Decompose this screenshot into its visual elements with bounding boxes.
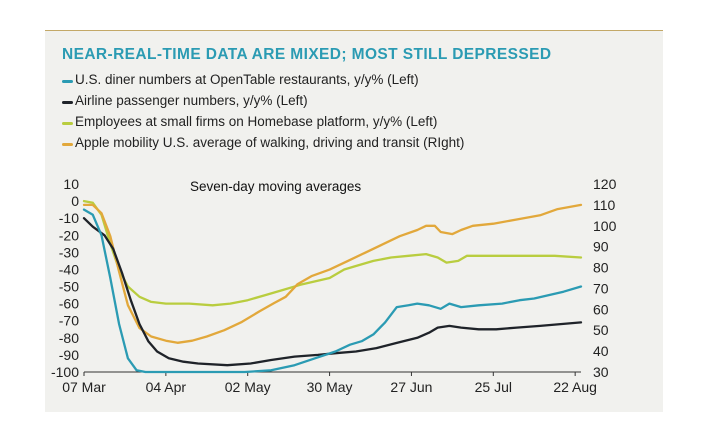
- left-tick-label: 10: [63, 176, 79, 192]
- legend-homebase: Employees at small firms on Homebase pla…: [75, 114, 438, 129]
- chart-title: NEAR-REAL-TIME DATA ARE MIXED; MOST STIL…: [62, 46, 552, 63]
- right-tick-label: 40: [593, 343, 609, 359]
- x-tick-label: 02 May: [225, 379, 271, 395]
- right-axis: 120 110 100 90 80 70 60 50 40 30: [593, 176, 617, 380]
- legend-opentable: U.S. diner numbers at OpenTable restaura…: [75, 72, 419, 87]
- x-tick-label: 25 Jul: [475, 379, 512, 395]
- right-tick-label: 80: [593, 260, 609, 276]
- legend-marker-apple-mobility: [62, 143, 73, 146]
- series-opentable-line: [82, 208, 583, 374]
- moving-average-annotation: Seven-day moving averages: [190, 179, 361, 194]
- left-tick-label: -10: [59, 210, 79, 226]
- x-tick-label: 27 Jun: [390, 379, 432, 395]
- chart-panel: [45, 30, 663, 412]
- right-tick-label: 110: [593, 197, 616, 213]
- x-tick-label: 07 Mar: [62, 379, 106, 395]
- left-axis: 100-10-20-30-40 -50-60-70-80-90-100: [51, 176, 79, 380]
- x-tick-label: 30 May: [307, 379, 353, 395]
- series-apple-mobility-line: [82, 203, 583, 344]
- right-tick-label: 90: [593, 239, 609, 255]
- right-tick-label: 60: [593, 301, 609, 317]
- x-axis: 07 Mar 04 Apr 02 May 30 May 27 Jun 25 Jul 22 A…: [62, 371, 597, 395]
- series-lines: [82, 199, 583, 374]
- x-tick-label: 22 Aug: [553, 379, 597, 395]
- left-tick-label: -60: [59, 296, 79, 312]
- left-tick-label: -70: [59, 313, 79, 329]
- left-tick-label: -100: [51, 364, 79, 380]
- panel-top-rule: [45, 30, 663, 31]
- left-tick-label: -30: [59, 244, 79, 260]
- left-tick-label: -90: [59, 347, 79, 363]
- series-airline-line: [82, 217, 583, 367]
- x-tick-label: 04 Apr: [146, 379, 187, 395]
- left-tick-label: 0: [71, 193, 79, 209]
- legend-marker-homebase: [62, 122, 73, 125]
- right-tick-label: 100: [593, 218, 617, 234]
- legend-marker-opentable: [62, 80, 73, 83]
- left-tick-label: -50: [59, 279, 79, 295]
- right-tick-label: 30: [593, 364, 609, 380]
- legend-marker-airline: [62, 101, 73, 104]
- left-tick-label: -80: [59, 330, 79, 346]
- legend-airline: Airline passenger numbers, y/y% (Left): [75, 93, 308, 108]
- legend-apple-mobility: Apple mobility U.S. average of walking, …: [75, 135, 465, 150]
- left-tick-label: -20: [59, 227, 79, 243]
- right-tick-label: 70: [593, 280, 609, 296]
- left-tick-label: -40: [59, 261, 79, 277]
- right-tick-label: 50: [593, 322, 609, 338]
- series-homebase-line: [82, 199, 583, 307]
- right-tick-label: 120: [593, 176, 617, 192]
